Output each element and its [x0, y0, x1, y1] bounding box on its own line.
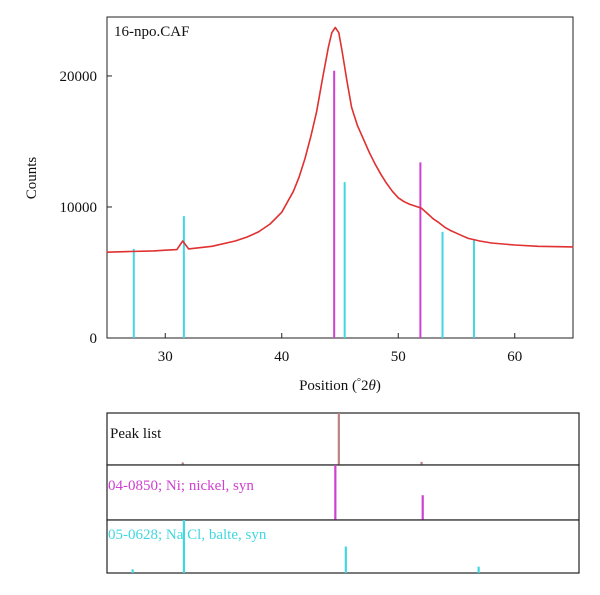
data-point [304, 157, 306, 160]
data-point [572, 246, 574, 248]
series-line [106, 26, 574, 253]
data-point [234, 240, 236, 242]
data-point [327, 46, 329, 48]
data-point [298, 176, 300, 178]
data-point [269, 223, 271, 225]
data-point [351, 106, 353, 109]
ni-reference-sticks [334, 465, 424, 520]
nacl-reference-label: 05-0628; Na Cl, balte, syn [108, 527, 267, 543]
nacl-reference-sticks [131, 520, 480, 573]
ni-reference-panel: 04-0850; Ni; nickel, syn [106, 464, 580, 521]
data-point [479, 240, 481, 242]
data-point [257, 231, 260, 233]
data-point [331, 32, 333, 34]
y-axis-label: Counts [24, 157, 40, 200]
series-layer [106, 26, 574, 253]
data-point [403, 201, 405, 203]
data-point [426, 212, 428, 215]
data-point [129, 250, 131, 253]
x-tick-label: 50 [391, 349, 406, 365]
data-point [356, 125, 359, 127]
data-point [514, 244, 516, 246]
data-point [346, 80, 348, 82]
data-point [153, 250, 155, 252]
x-axis-label-prefix: Position ( [299, 378, 357, 394]
main-plot-frame [106, 16, 574, 339]
reference-lines [132, 70, 475, 338]
data-point [176, 248, 178, 251]
ni-reference-panel-frame [106, 464, 580, 521]
y-tick-label: 10000 [60, 200, 98, 216]
data-point [368, 151, 370, 153]
x-axis-label-suffix: ) [376, 378, 381, 394]
data-point [380, 173, 382, 175]
data-point [455, 232, 458, 234]
data-point [391, 190, 394, 192]
peak-list-panel: Peak list [106, 412, 580, 466]
data-point [246, 236, 248, 238]
x-axis-label-degree: ° [357, 377, 361, 388]
data-point [444, 226, 446, 228]
x-tick-label: 40 [274, 349, 289, 365]
x-tick-label: 30 [158, 349, 173, 365]
y-tick-label: 20000 [60, 69, 98, 85]
data-point [432, 218, 434, 220]
x-axis-ticks: 30 40 50 60 [158, 333, 522, 365]
data-point [409, 203, 411, 205]
y-axis-ticks: 0 10000 20000 [60, 69, 112, 347]
data-point [461, 235, 463, 237]
nacl-reference-panel: 05-0628; Na Cl, balte, syn [106, 519, 580, 574]
chart-title: 16-npo.CAF [114, 24, 189, 40]
data-point [490, 242, 493, 244]
data-point [467, 237, 469, 240]
data-point [187, 248, 190, 250]
data-point [420, 207, 423, 209]
data-point [316, 110, 318, 112]
data-point [211, 245, 213, 247]
data-point [338, 32, 340, 34]
data-point [334, 26, 336, 29]
data-point [182, 240, 184, 242]
peak-list-panel-frame [106, 412, 580, 466]
data-point [292, 190, 294, 192]
data-point [321, 77, 324, 80]
data-point [362, 138, 364, 140]
data-point [164, 249, 166, 251]
x-axis-label-theta: θ [369, 378, 377, 394]
x-axis-label-two: 2 [361, 378, 369, 394]
data-point [341, 51, 343, 53]
data-point [386, 182, 388, 184]
nacl-reference-panel-frame [106, 519, 580, 574]
data-point [397, 197, 399, 199]
data-point [281, 211, 283, 213]
y-tick-label: 0 [90, 331, 98, 347]
data-point [106, 251, 108, 253]
data-point [310, 135, 312, 137]
main-plot: 30 40 50 60 0 10000 20000 16-npo.CAF Position… [24, 16, 574, 394]
data-point [415, 205, 417, 207]
data-point [450, 229, 452, 232]
data-point [374, 163, 376, 165]
ni-reference-label: 04-0850; Ni; nickel, syn [108, 478, 254, 494]
peak-list-label: Peak list [110, 426, 162, 442]
data-point [537, 245, 539, 247]
x-axis-label: Position (°2θ) [299, 377, 381, 394]
x-tick-label: 60 [507, 349, 522, 365]
data-point [438, 222, 440, 224]
